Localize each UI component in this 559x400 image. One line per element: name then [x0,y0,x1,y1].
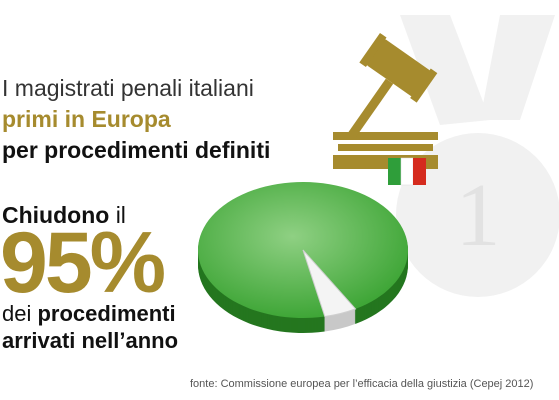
caption-line: arrivati nell’anno [2,328,178,353]
title-line: per procedimenti definiti [2,137,270,163]
lead-light: il [116,202,126,228]
italian-flag [388,157,426,186]
caption-bold: procedimenti [37,301,175,326]
lead-text: Chiudono il [2,202,126,228]
caption-line: dei procedimenti [2,301,176,326]
badge-number: 1 [456,166,501,265]
medal-icon: 1 [396,15,559,297]
big-value: 95% [0,215,165,311]
caption-light: dei [2,301,31,326]
lead-bold: Chiudono [2,202,109,228]
pie-slice [302,249,357,318]
title-line: I magistrati penali italiani [2,75,254,101]
pie [198,181,409,333]
title-line: primi in Europa [2,106,171,132]
source: fonte: Commissione europea per l’efficac… [190,378,533,390]
